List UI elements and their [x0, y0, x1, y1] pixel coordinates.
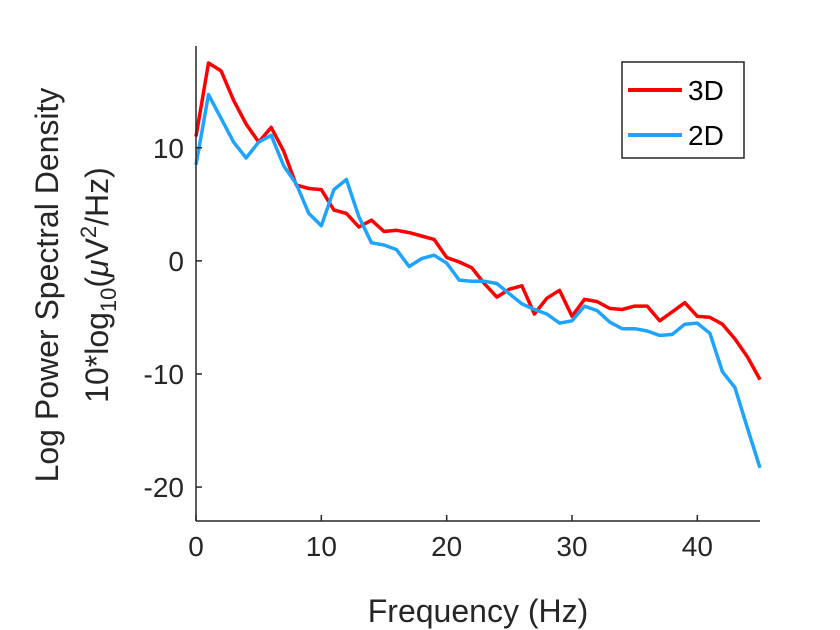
- series-layer: [194, 61, 762, 469]
- series-line-2d: [194, 92, 762, 469]
- y-tick-label: 10: [153, 133, 184, 164]
- y-axis-title-line2: 10*log10(μV2/Hz): [76, 167, 121, 403]
- series-line-3d: [194, 61, 762, 381]
- ylabel-suffix: /Hz): [79, 167, 115, 226]
- x-tick-label: 30: [556, 531, 587, 562]
- y-tick-label: -20: [144, 472, 184, 503]
- ylabel-prefix: 10*log: [79, 312, 115, 403]
- x-axis-title: Frequency (Hz): [368, 593, 589, 629]
- y-axis-title: Log Power Spectral Density 10*log10(μV2/…: [29, 88, 121, 483]
- ylabel-unit-v: V: [79, 237, 115, 259]
- legend-box: [621, 61, 745, 159]
- ylabel-mid: (: [79, 277, 115, 288]
- ylabel-mu: μ: [79, 259, 115, 278]
- x-tick-label: 0: [188, 531, 204, 562]
- plot-area: 0 10 20 30 40 -20 -10 0 10: [144, 46, 762, 562]
- y-tick-label: 0: [168, 246, 184, 277]
- y-tick-label: -10: [144, 359, 184, 390]
- legend: 3D 2D: [621, 61, 745, 159]
- legend-label-2d: 2D: [688, 120, 724, 151]
- x-tick-label: 20: [431, 531, 462, 562]
- x-tick-label: 10: [306, 531, 337, 562]
- y-axis-title-line1: Log Power Spectral Density: [29, 88, 65, 483]
- x-ticks: 0 10 20 30 40: [188, 515, 713, 562]
- y-ticks: -20 -10 0 10: [144, 133, 202, 503]
- ylabel-sup: 2: [76, 226, 101, 238]
- legend-label-3d: 3D: [688, 75, 724, 106]
- ylabel-sub: 10: [96, 288, 121, 312]
- x-tick-label: 40: [682, 531, 713, 562]
